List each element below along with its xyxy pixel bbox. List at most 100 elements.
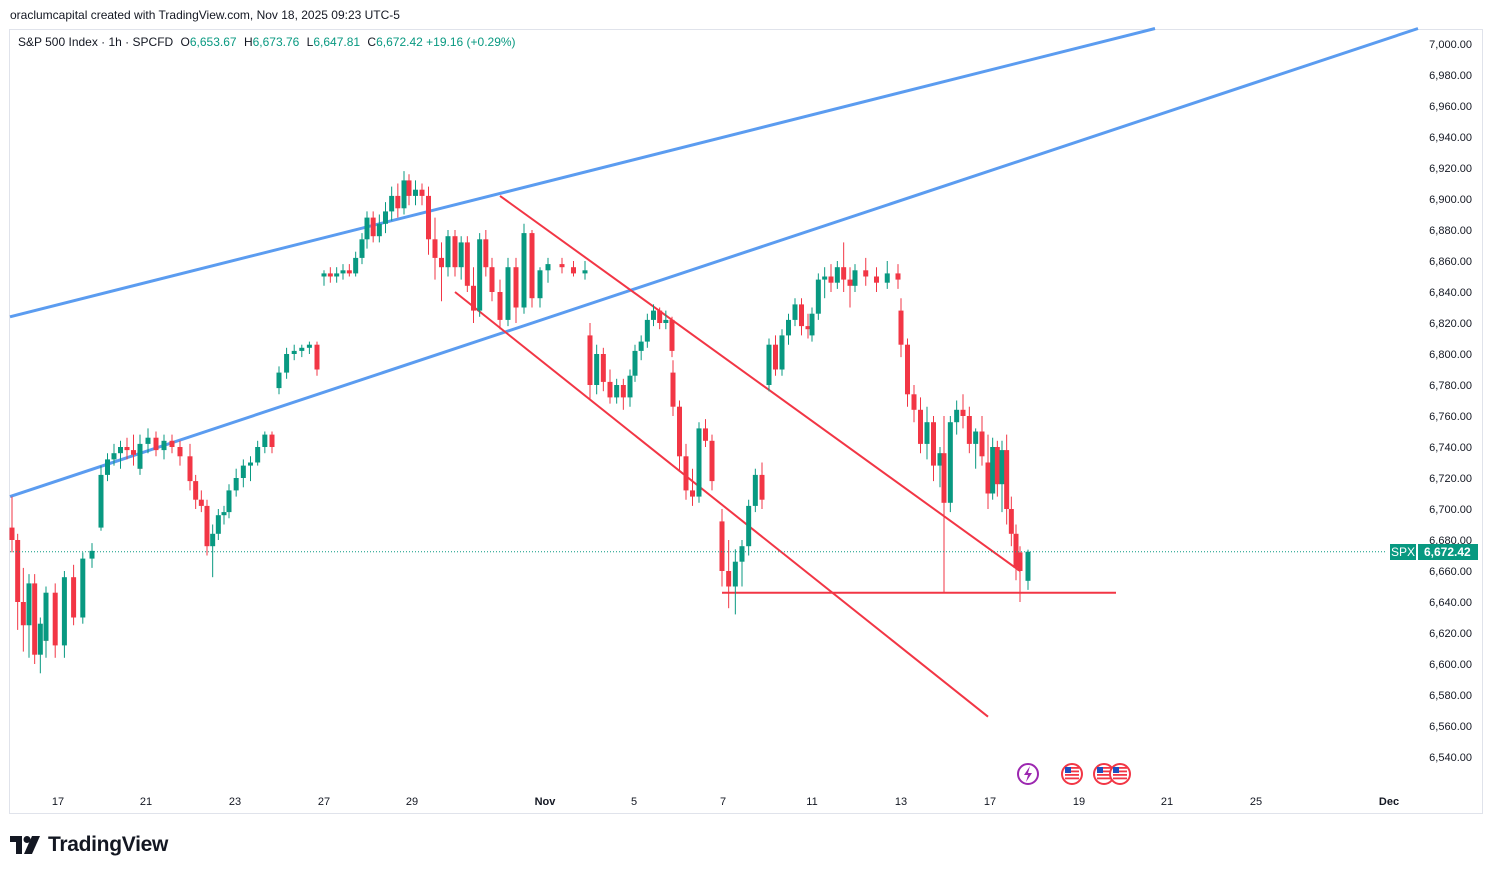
candle-body: [406, 180, 412, 196]
candle-body: [690, 490, 695, 497]
candle-body: [966, 416, 972, 444]
candle-body: [353, 257, 359, 274]
candle-body: [985, 462, 991, 494]
candle-body: [248, 462, 253, 466]
time-tick-label: 27: [318, 796, 330, 808]
candle-body: [614, 385, 620, 398]
candle-body: [413, 189, 418, 196]
candle-body: [276, 372, 282, 389]
candle-body: [15, 540, 21, 602]
candle-body: [364, 217, 370, 240]
candle-body: [559, 264, 565, 268]
time-tick-label: Nov: [535, 796, 557, 808]
candle-body: [215, 515, 221, 534]
candle-body: [874, 276, 879, 283]
candle-body: [389, 195, 395, 212]
flag-canton: [1113, 767, 1119, 773]
low-label: L: [306, 35, 314, 49]
candles-layer: [9, 171, 1031, 674]
candle-body: [931, 422, 936, 466]
change-value: +19.16 (+0.29%): [426, 35, 516, 49]
candle-body: [941, 453, 947, 503]
price-tick-label: 6,860.00: [1429, 256, 1472, 268]
flag-canton: [1065, 767, 1071, 773]
candle-body: [161, 440, 167, 451]
flag-stripe: [1097, 777, 1111, 780]
flag-stripe: [1113, 774, 1127, 776]
candle-body: [471, 285, 476, 311]
candle-body: [703, 428, 708, 441]
symbol-legend[interactable]: S&P 500 Index · 1h · SPCFD O6,653.67 H6,…: [18, 35, 516, 49]
candle-body: [739, 546, 745, 562]
time-tick-label: 7: [720, 796, 726, 808]
candle-body: [383, 211, 388, 224]
flag-stripe: [1065, 777, 1079, 780]
price-tick-label: 6,600.00: [1429, 659, 1472, 671]
candle-body: [80, 558, 86, 618]
candle-body: [32, 583, 38, 655]
candle-body: [852, 270, 858, 286]
price-tick-label: 6,540.00: [1429, 752, 1472, 764]
time-tick-label: 13: [895, 796, 907, 808]
price-tick-label: 6,980.00: [1429, 70, 1472, 82]
price-tick-label: 6,740.00: [1429, 442, 1472, 454]
time-tick-label: 25: [1250, 796, 1262, 808]
price-tick-label: 6,560.00: [1429, 721, 1472, 733]
candle-body: [620, 385, 626, 398]
time-tick-label: Dec: [1379, 796, 1399, 808]
candle-body: [973, 431, 979, 444]
candle-body: [306, 344, 312, 348]
tradingview-footer[interactable]: TradingView: [10, 833, 168, 857]
candle-body: [719, 521, 725, 571]
time-tick-label: 17: [52, 796, 64, 808]
high-label: H: [243, 35, 253, 49]
candle-body: [452, 236, 458, 268]
candle-body: [937, 453, 943, 466]
candle-body: [815, 279, 821, 314]
candle-body: [240, 465, 246, 478]
candle-body: [489, 267, 495, 292]
chart-frame: [9, 29, 1483, 814]
open-value: 6,653.67: [189, 35, 237, 49]
downtrend-lower-line: [454, 291, 989, 718]
candle-body: [805, 326, 811, 330]
price-tick-label: 6,840.00: [1429, 287, 1472, 299]
candle-body: [898, 310, 904, 345]
time-tick-label: 5: [631, 796, 637, 808]
candle-body: [746, 505, 752, 547]
candle-body: [359, 239, 365, 258]
candle-body: [346, 270, 352, 274]
price-axis[interactable]: 7,000.00 6,980.00 6,960.00 6,940.00 6,920.00…: [1429, 39, 1472, 764]
candle-body: [52, 592, 58, 646]
flag-stripe: [1097, 774, 1111, 776]
time-axis[interactable]: 17 21 23 27 29 Nov 5 7 11 13 17 19 21 25 Dec: [52, 796, 1399, 808]
candle-body: [198, 499, 204, 506]
flag-stripe: [1065, 770, 1079, 773]
candle-body: [505, 267, 511, 320]
flag-stripe: [1113, 767, 1127, 769]
candle-body: [137, 443, 143, 469]
candle-body: [193, 481, 199, 500]
candle-body: [395, 195, 401, 209]
price-tick-label: 6,940.00: [1429, 132, 1472, 144]
candle-body: [284, 354, 290, 373]
candle-body: [924, 422, 930, 444]
candle-body: [651, 310, 656, 320]
candle-body: [670, 372, 676, 407]
candle-body: [779, 335, 785, 370]
price-tick-label: 6,720.00: [1429, 473, 1472, 485]
candle-body: [118, 447, 123, 454]
flag-stripe: [1065, 767, 1079, 769]
candle-body: [340, 270, 346, 274]
price-tick-label: 6,780.00: [1429, 380, 1472, 392]
candle-body: [990, 447, 996, 494]
candle-body: [169, 440, 175, 447]
candle-body: [999, 450, 1005, 485]
candle-body: [979, 431, 985, 457]
candle-body: [600, 354, 606, 382]
candle-body: [26, 583, 32, 626]
candle-body: [752, 474, 758, 506]
candle-body: [884, 273, 890, 283]
candle-body: [834, 267, 840, 283]
